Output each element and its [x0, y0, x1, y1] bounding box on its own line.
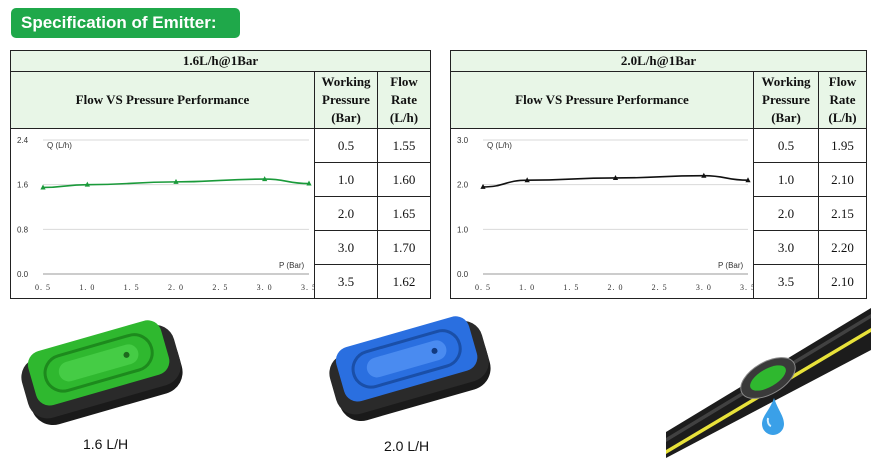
y-tick-label: 2.4	[17, 136, 29, 145]
data-point	[84, 181, 90, 187]
emitter-channel	[351, 329, 462, 389]
header-line: Flow	[828, 74, 857, 89]
x-axis-label: P (Bar)	[718, 261, 744, 270]
flow-value: 2.10	[818, 264, 867, 299]
pressure-value: 3.5	[753, 264, 819, 299]
pressure-value: 1.0	[753, 162, 819, 197]
y-axis-label: Q (L/h)	[487, 141, 512, 150]
chart-header: Flow VS Pressure Performance	[10, 71, 315, 129]
flow-column-header: Flow Rate (L/h)	[818, 71, 867, 129]
pressure-value: 2.0	[753, 196, 819, 231]
flow-pressure-chart: 0.0 1.0 2.0 3.0 0. 5 1. 0 1. 5 2. 0 2. 5 3. 0 3. 5…	[457, 136, 753, 292]
x-tick-label: 2. 0	[608, 283, 624, 292]
header-line: (Bar)	[771, 110, 801, 125]
y-tick-label: 3.0	[457, 136, 469, 145]
x-tick-label: 0. 5	[475, 283, 491, 292]
inline-emitter	[750, 365, 786, 391]
flow-column-header: Flow Rate (L/h)	[377, 71, 431, 129]
x-tick-label: 1. 0	[519, 283, 535, 292]
flow-value: 2.10	[818, 162, 867, 197]
header-line: (Bar)	[331, 110, 361, 125]
data-point	[173, 178, 179, 184]
header-line: Pressure	[762, 92, 810, 107]
emitter-channel	[43, 333, 154, 393]
flow-value: 1.55	[377, 128, 431, 163]
y-tick-label: 2.0	[457, 180, 469, 189]
y-tick-label: 0.0	[17, 270, 29, 279]
pressure-value: 2.0	[314, 196, 378, 231]
flow-value: 2.20	[818, 230, 867, 265]
header-line: Working	[761, 74, 811, 89]
emitter-hole	[431, 347, 438, 354]
flow-value: 1.70	[377, 230, 431, 265]
pressure-value: 0.5	[753, 128, 819, 163]
pressure-value: 3.0	[314, 230, 378, 265]
data-point	[306, 180, 312, 186]
data-point	[262, 175, 268, 181]
header-line: Pressure	[322, 92, 370, 107]
pressure-column-header: Working Pressure (Bar)	[753, 71, 819, 129]
pressure-value: 3.0	[753, 230, 819, 265]
flow-value: 1.65	[377, 196, 431, 231]
header-line: Rate	[391, 92, 417, 107]
header-line: (L/h)	[389, 110, 419, 125]
data-point	[701, 172, 707, 178]
x-tick-label: 2. 0	[168, 283, 184, 292]
y-tick-label: 1.6	[17, 180, 29, 189]
flow-value: 2.15	[818, 196, 867, 231]
photo-caption: 2.0 L/H	[384, 438, 430, 454]
pressure-column-header: Working Pressure (Bar)	[314, 71, 378, 129]
flow-value: 1.95	[818, 128, 867, 163]
header-line: (L/h)	[828, 110, 857, 125]
x-tick-label: 1. 5	[124, 283, 140, 292]
photo-caption: 1.6 L/H	[83, 436, 129, 452]
x-tick-label: 3. 5	[301, 283, 314, 292]
y-axis-label: Q (L/h)	[47, 141, 72, 150]
data-point	[480, 183, 486, 189]
spec-table-2: 2.0L/h@1Bar Flow VS Pressure Performance…	[450, 50, 867, 299]
x-tick-label: 2. 5	[212, 283, 228, 292]
x-tick-label: 2. 5	[652, 283, 668, 292]
flow-value: 1.60	[377, 162, 431, 197]
chart-cell: 0.0 1.0 2.0 3.0 0. 5 1. 0 1. 5 2. 0 2. 5 3. 0 3. 5…	[450, 128, 754, 299]
chart-header: Flow VS Pressure Performance	[450, 71, 754, 129]
emitter-photo-blue	[329, 316, 491, 422]
x-tick-label: 3. 0	[257, 283, 273, 292]
header-line: Working	[321, 74, 371, 89]
x-axis-label: P (Bar)	[279, 261, 305, 270]
header-line: Rate	[829, 92, 856, 107]
table-title: 2.0L/h@1Bar	[450, 50, 867, 72]
data-point	[524, 176, 530, 182]
data-point	[40, 183, 46, 189]
x-tick-label: 1. 5	[563, 283, 579, 292]
pressure-value: 3.5	[314, 264, 378, 299]
data-point	[612, 174, 619, 180]
pressure-value: 1.0	[314, 162, 378, 197]
drop-shine	[766, 417, 772, 427]
x-tick-label: 1. 0	[79, 283, 95, 292]
emitter-inner	[58, 344, 139, 382]
y-tick-label: 0.8	[17, 225, 29, 234]
x-tick-label: 0. 5	[35, 283, 51, 292]
emitter-hole	[123, 351, 130, 358]
emitter-photo-green	[21, 320, 183, 426]
data-point	[745, 176, 751, 182]
flow-pressure-chart: 0.0 0.8 1.6 2.4 0. 5 1. 0 1. 5 2. 0 2. 5 3. 0 3. 5…	[17, 136, 314, 292]
x-tick-label: 3. 5	[740, 283, 753, 292]
y-tick-label: 0.0	[457, 270, 469, 279]
chart-cell: 0.0 0.8 1.6 2.4 0. 5 1. 0 1. 5 2. 0 2. 5 3. 0 3. 5…	[10, 128, 315, 299]
x-tick-label: 3. 0	[696, 283, 712, 292]
flow-value: 1.62	[377, 264, 431, 299]
spec-table-1: 1.6L/h@1Bar Flow VS Pressure Performance…	[10, 50, 431, 299]
section-title: Specification of Emitter:	[11, 8, 240, 38]
emitter-inner	[366, 340, 447, 378]
y-tick-label: 1.0	[457, 225, 469, 234]
water-drop-icon	[762, 398, 784, 435]
pressure-value: 0.5	[314, 128, 378, 163]
table-title: 1.6L/h@1Bar	[10, 50, 431, 72]
drip-pipe-illustration	[666, 308, 871, 458]
header-line: Flow	[390, 74, 418, 89]
